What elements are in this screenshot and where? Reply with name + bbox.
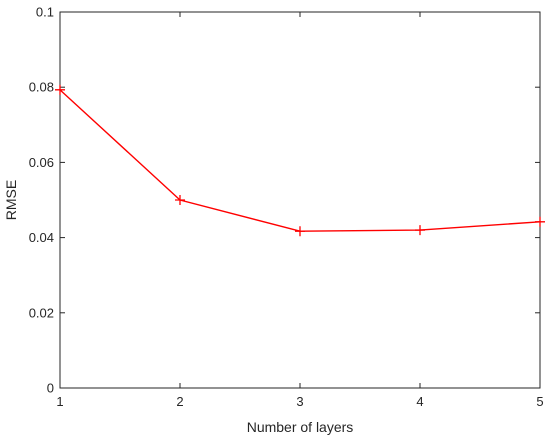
- y-tick-label-2: 0.04: [29, 230, 54, 245]
- x-tick-label-2: 3: [296, 394, 303, 409]
- y-tick-label-1: 0.02: [29, 305, 54, 320]
- data-point-0-1: [175, 195, 185, 205]
- x-tick-label-4: 5: [536, 394, 543, 409]
- data-point-0-3: [415, 225, 425, 236]
- data-point-0-2: [295, 226, 305, 237]
- y-tick-label-3: 0.06: [29, 155, 54, 170]
- x-tick-label-3: 4: [416, 394, 423, 409]
- data-point-0-0: [55, 84, 65, 95]
- y-axis-label: RMSE: [3, 180, 19, 220]
- data-point-0-4: [535, 216, 545, 227]
- series-group: [55, 84, 545, 237]
- x-axis-label: Number of layers: [247, 419, 354, 435]
- y-tick-label-5: 0.1: [36, 5, 54, 20]
- x-tick-label-0: 1: [56, 394, 63, 409]
- plot-frame: [59, 11, 541, 389]
- x-tick-label-1: 2: [176, 394, 183, 409]
- plot-area: [60, 12, 540, 388]
- y-tick-label-0: 0: [47, 381, 54, 396]
- y-tick-label-4: 0.08: [29, 80, 54, 95]
- tick-labels: 1 2 3 4 5 0 0.02 0.04 0.06 0.08 0.1: [29, 5, 544, 410]
